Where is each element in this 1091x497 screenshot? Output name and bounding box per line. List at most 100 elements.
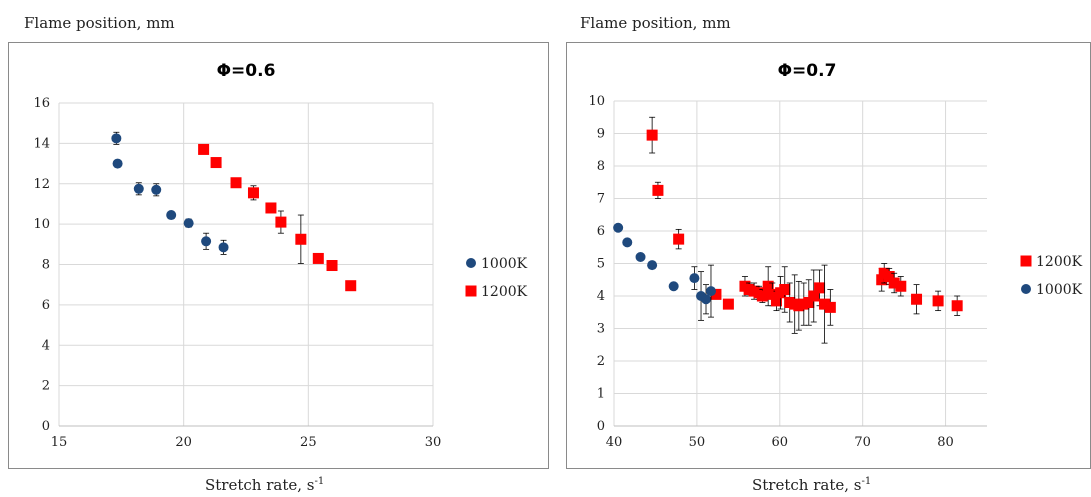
y-tick-label: 1 <box>597 387 605 402</box>
y-tick-label: 4 <box>42 338 50 353</box>
data-point <box>133 183 144 194</box>
data-point <box>932 295 944 307</box>
series-1200K <box>646 116 963 344</box>
data-point <box>808 290 820 302</box>
data-point <box>635 252 646 262</box>
legend-marker <box>466 258 476 268</box>
y-tick-label: 8 <box>597 159 605 174</box>
data-point <box>183 218 194 229</box>
legend-label: 1000K <box>481 256 528 272</box>
chart-right: Φ=0.7 0 1 2 3 4 5 6 7 8 9 10 40 50 60 70 80 1200K 1000K <box>588 61 1083 450</box>
y-tick-label: 8 <box>42 258 50 273</box>
data-point <box>701 294 712 305</box>
chart-panel-left: Φ=0.6 0 2 4 6 8 10 12 14 16 15 20 25 30 1000K 1200K <box>8 42 549 469</box>
x-tick-label: 30 <box>425 435 442 450</box>
data-point <box>895 280 907 292</box>
data-point <box>705 286 716 297</box>
data-point <box>326 260 338 272</box>
data-point <box>770 295 782 307</box>
data-point <box>824 301 836 313</box>
x-tick-label: 70 <box>854 435 871 450</box>
data-point <box>722 298 734 310</box>
data-point <box>247 187 259 199</box>
data-point <box>888 277 900 289</box>
xlabel-left-sup: -1 <box>314 476 325 487</box>
x-tick-label: 80 <box>937 435 954 450</box>
x-tick-label: 20 <box>175 435 192 450</box>
data-point <box>762 280 774 292</box>
data-point <box>218 242 229 253</box>
legend-label: 1000K <box>1036 282 1083 298</box>
data-point <box>883 271 895 282</box>
ylabel-left: Flame position, mm <box>24 14 175 32</box>
y-tick-label: 6 <box>42 298 50 313</box>
data-point <box>668 281 679 292</box>
data-point <box>622 237 633 248</box>
y-tick-label: 3 <box>597 322 605 337</box>
y-tick-label: 14 <box>33 136 50 151</box>
y-tick-label: 9 <box>597 127 605 142</box>
data-point <box>230 177 242 189</box>
y-tick-label: 0 <box>42 419 50 434</box>
series-1000K <box>613 222 716 321</box>
y-tick-label: 6 <box>597 224 605 239</box>
x-tick-label: 50 <box>689 435 706 450</box>
legend-label: 1200K <box>481 284 528 300</box>
data-point <box>275 216 287 228</box>
y-tick-label: 12 <box>33 177 50 192</box>
data-point <box>646 129 658 141</box>
data-point <box>756 290 768 302</box>
data-point <box>876 274 888 286</box>
data-point <box>689 273 700 284</box>
data-point <box>345 280 357 292</box>
data-point <box>673 233 685 245</box>
data-point <box>112 158 123 169</box>
xlabel-left-text: Stretch rate, s <box>205 476 315 494</box>
legend-marker <box>465 285 477 297</box>
x-tick-label: 25 <box>300 435 317 450</box>
data-point <box>652 184 664 196</box>
data-point <box>265 202 277 214</box>
data-point <box>166 210 177 221</box>
data-point <box>613 222 624 233</box>
legend-marker <box>1020 255 1032 267</box>
x-tick-label: 40 <box>606 435 623 450</box>
data-point <box>951 300 963 312</box>
data-point <box>710 288 722 300</box>
y-tick-label: 7 <box>597 192 605 207</box>
y-tick-label: 5 <box>597 257 605 272</box>
y-tick-label: 16 <box>33 96 50 111</box>
xlabel-right: Stretch rate, s-1 <box>752 476 871 494</box>
data-point <box>201 236 212 247</box>
chart-title: Φ=0.7 <box>778 61 837 81</box>
data-point <box>210 157 222 169</box>
legend-marker <box>1021 284 1031 294</box>
y-tick-label: 10 <box>33 217 50 232</box>
data-point <box>111 133 122 144</box>
x-tick-label: 15 <box>51 435 68 450</box>
legend-label: 1200K <box>1036 254 1083 270</box>
ylabel-right: Flame position, mm <box>580 14 731 32</box>
y-tick-label: 2 <box>42 379 50 394</box>
xlabel-right-text: Stretch rate, s <box>752 476 862 494</box>
series-1000K <box>111 131 229 255</box>
data-point <box>151 184 162 195</box>
chart-left: Φ=0.6 0 2 4 6 8 10 12 14 16 15 20 25 30 1000K 1200K <box>33 61 528 450</box>
chart-panel-right: Φ=0.7 0 1 2 3 4 5 6 7 8 9 10 40 50 60 70 80 1200K 1000K <box>566 42 1091 469</box>
xlabel-left: Stretch rate, s-1 <box>205 476 324 494</box>
chart-title: Φ=0.6 <box>217 61 276 81</box>
data-point <box>647 260 658 271</box>
y-tick-label: 0 <box>597 419 605 434</box>
data-point <box>814 282 826 294</box>
y-tick-label: 10 <box>588 94 605 109</box>
y-tick-label: 2 <box>597 354 605 369</box>
data-point <box>803 297 815 308</box>
data-point <box>766 288 778 300</box>
xlabel-right-sup: -1 <box>861 476 872 487</box>
data-point <box>295 233 307 245</box>
data-point <box>779 284 791 295</box>
data-point <box>312 252 324 264</box>
x-tick-label: 60 <box>772 435 789 450</box>
data-point <box>911 293 923 305</box>
series-1200K <box>198 143 357 292</box>
